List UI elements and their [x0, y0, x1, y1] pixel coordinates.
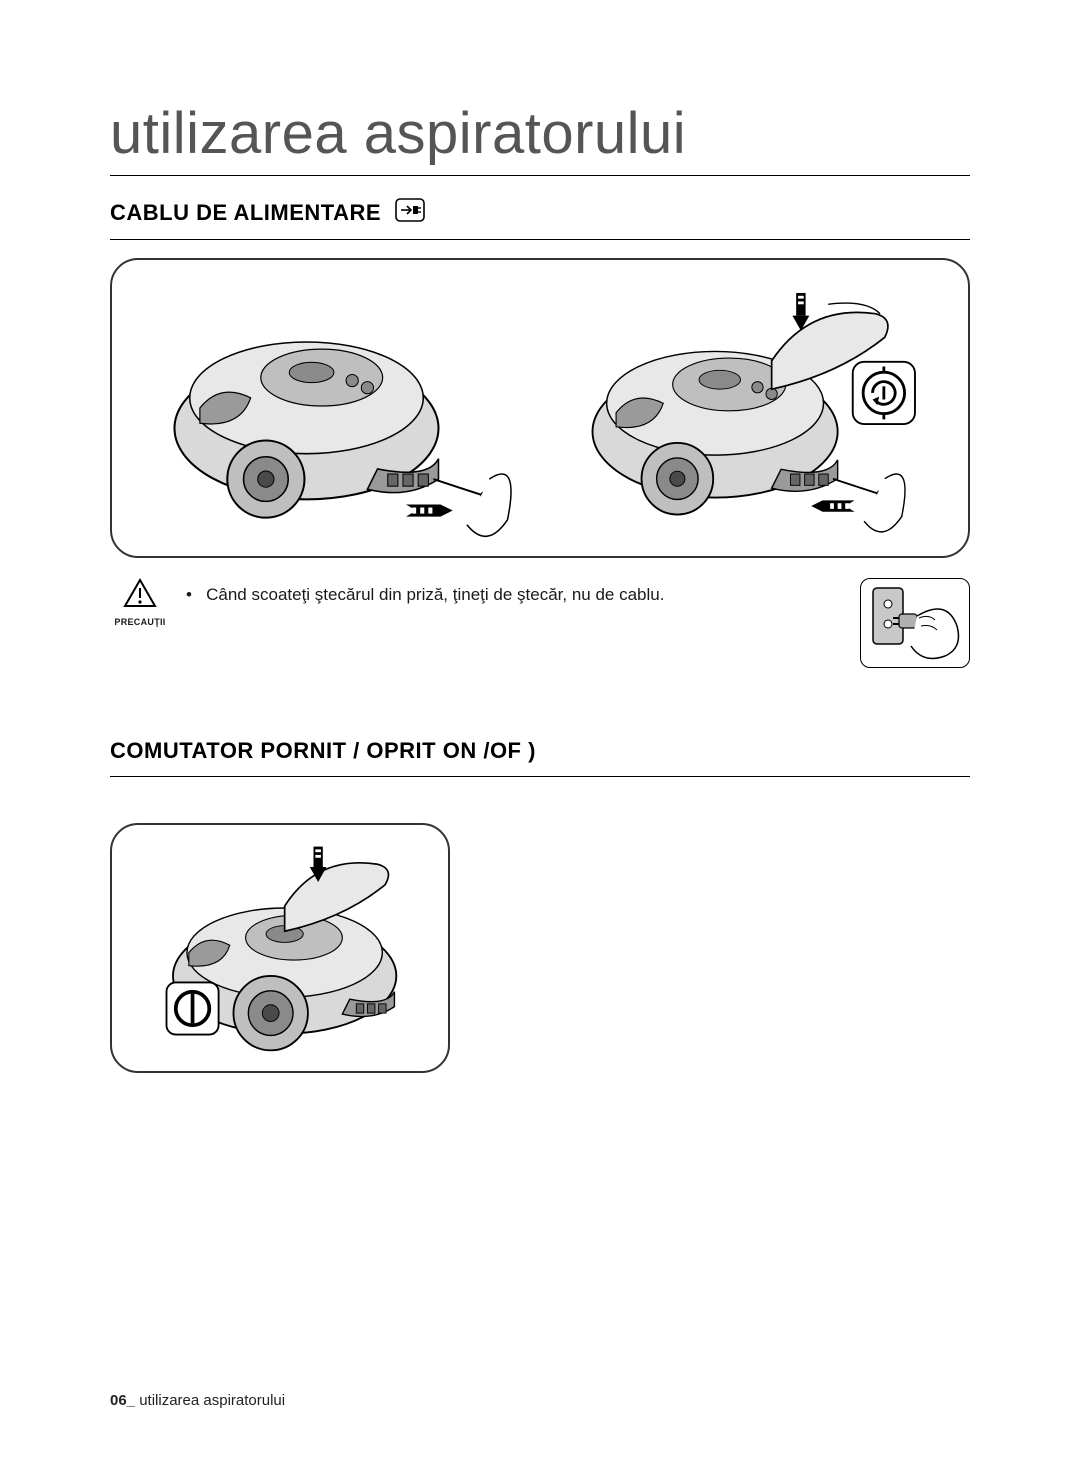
- footer-page-number: 06_: [110, 1392, 135, 1409]
- vacuum-pull-cord-illustration: [130, 276, 524, 540]
- power-cord-figure-panel: [110, 258, 970, 558]
- warning-triangle-icon: [123, 578, 157, 613]
- section-on-off-header: COMUTATOR PORNIT / OPRIT ON /OF ): [110, 738, 970, 764]
- caution-label: PRECAUŢII: [114, 617, 165, 627]
- vacuum-retract-cord-illustration: [556, 276, 950, 540]
- section-power-cord-heading: CABLU DE ALIMENTARE: [110, 200, 381, 226]
- section-power-cord-rule: [110, 239, 970, 240]
- page-title: utilizarea aspiratorului: [110, 100, 970, 167]
- caution-row: PRECAUŢII • Când scoateţi ştecărul din p…: [110, 578, 970, 668]
- caution-bullet: •: [186, 585, 192, 604]
- page-footer: 06_ utilizarea aspiratorului: [110, 1392, 285, 1409]
- vacuum-power-button-illustration: [130, 841, 430, 1055]
- caution-text: • Când scoateţi ştecărul din priză, ţine…: [186, 578, 834, 608]
- section-on-off-heading: COMUTATOR PORNIT / OPRIT ON /OF ): [110, 738, 536, 764]
- on-off-figure-panel: [110, 823, 450, 1073]
- section-power-cord-header: CABLU DE ALIMENTARE: [110, 198, 970, 227]
- footer-text: utilizarea aspiratorului: [135, 1392, 285, 1409]
- section-on-off-rule: [110, 776, 970, 777]
- caution-body: Când scoateţi ştecărul din priză, ţineţi…: [206, 585, 664, 604]
- plug-outlet-illustration: [860, 578, 970, 668]
- title-underline: [110, 175, 970, 176]
- caution-icon-column: PRECAUŢII: [110, 578, 170, 627]
- cord-retract-icon: [395, 198, 425, 227]
